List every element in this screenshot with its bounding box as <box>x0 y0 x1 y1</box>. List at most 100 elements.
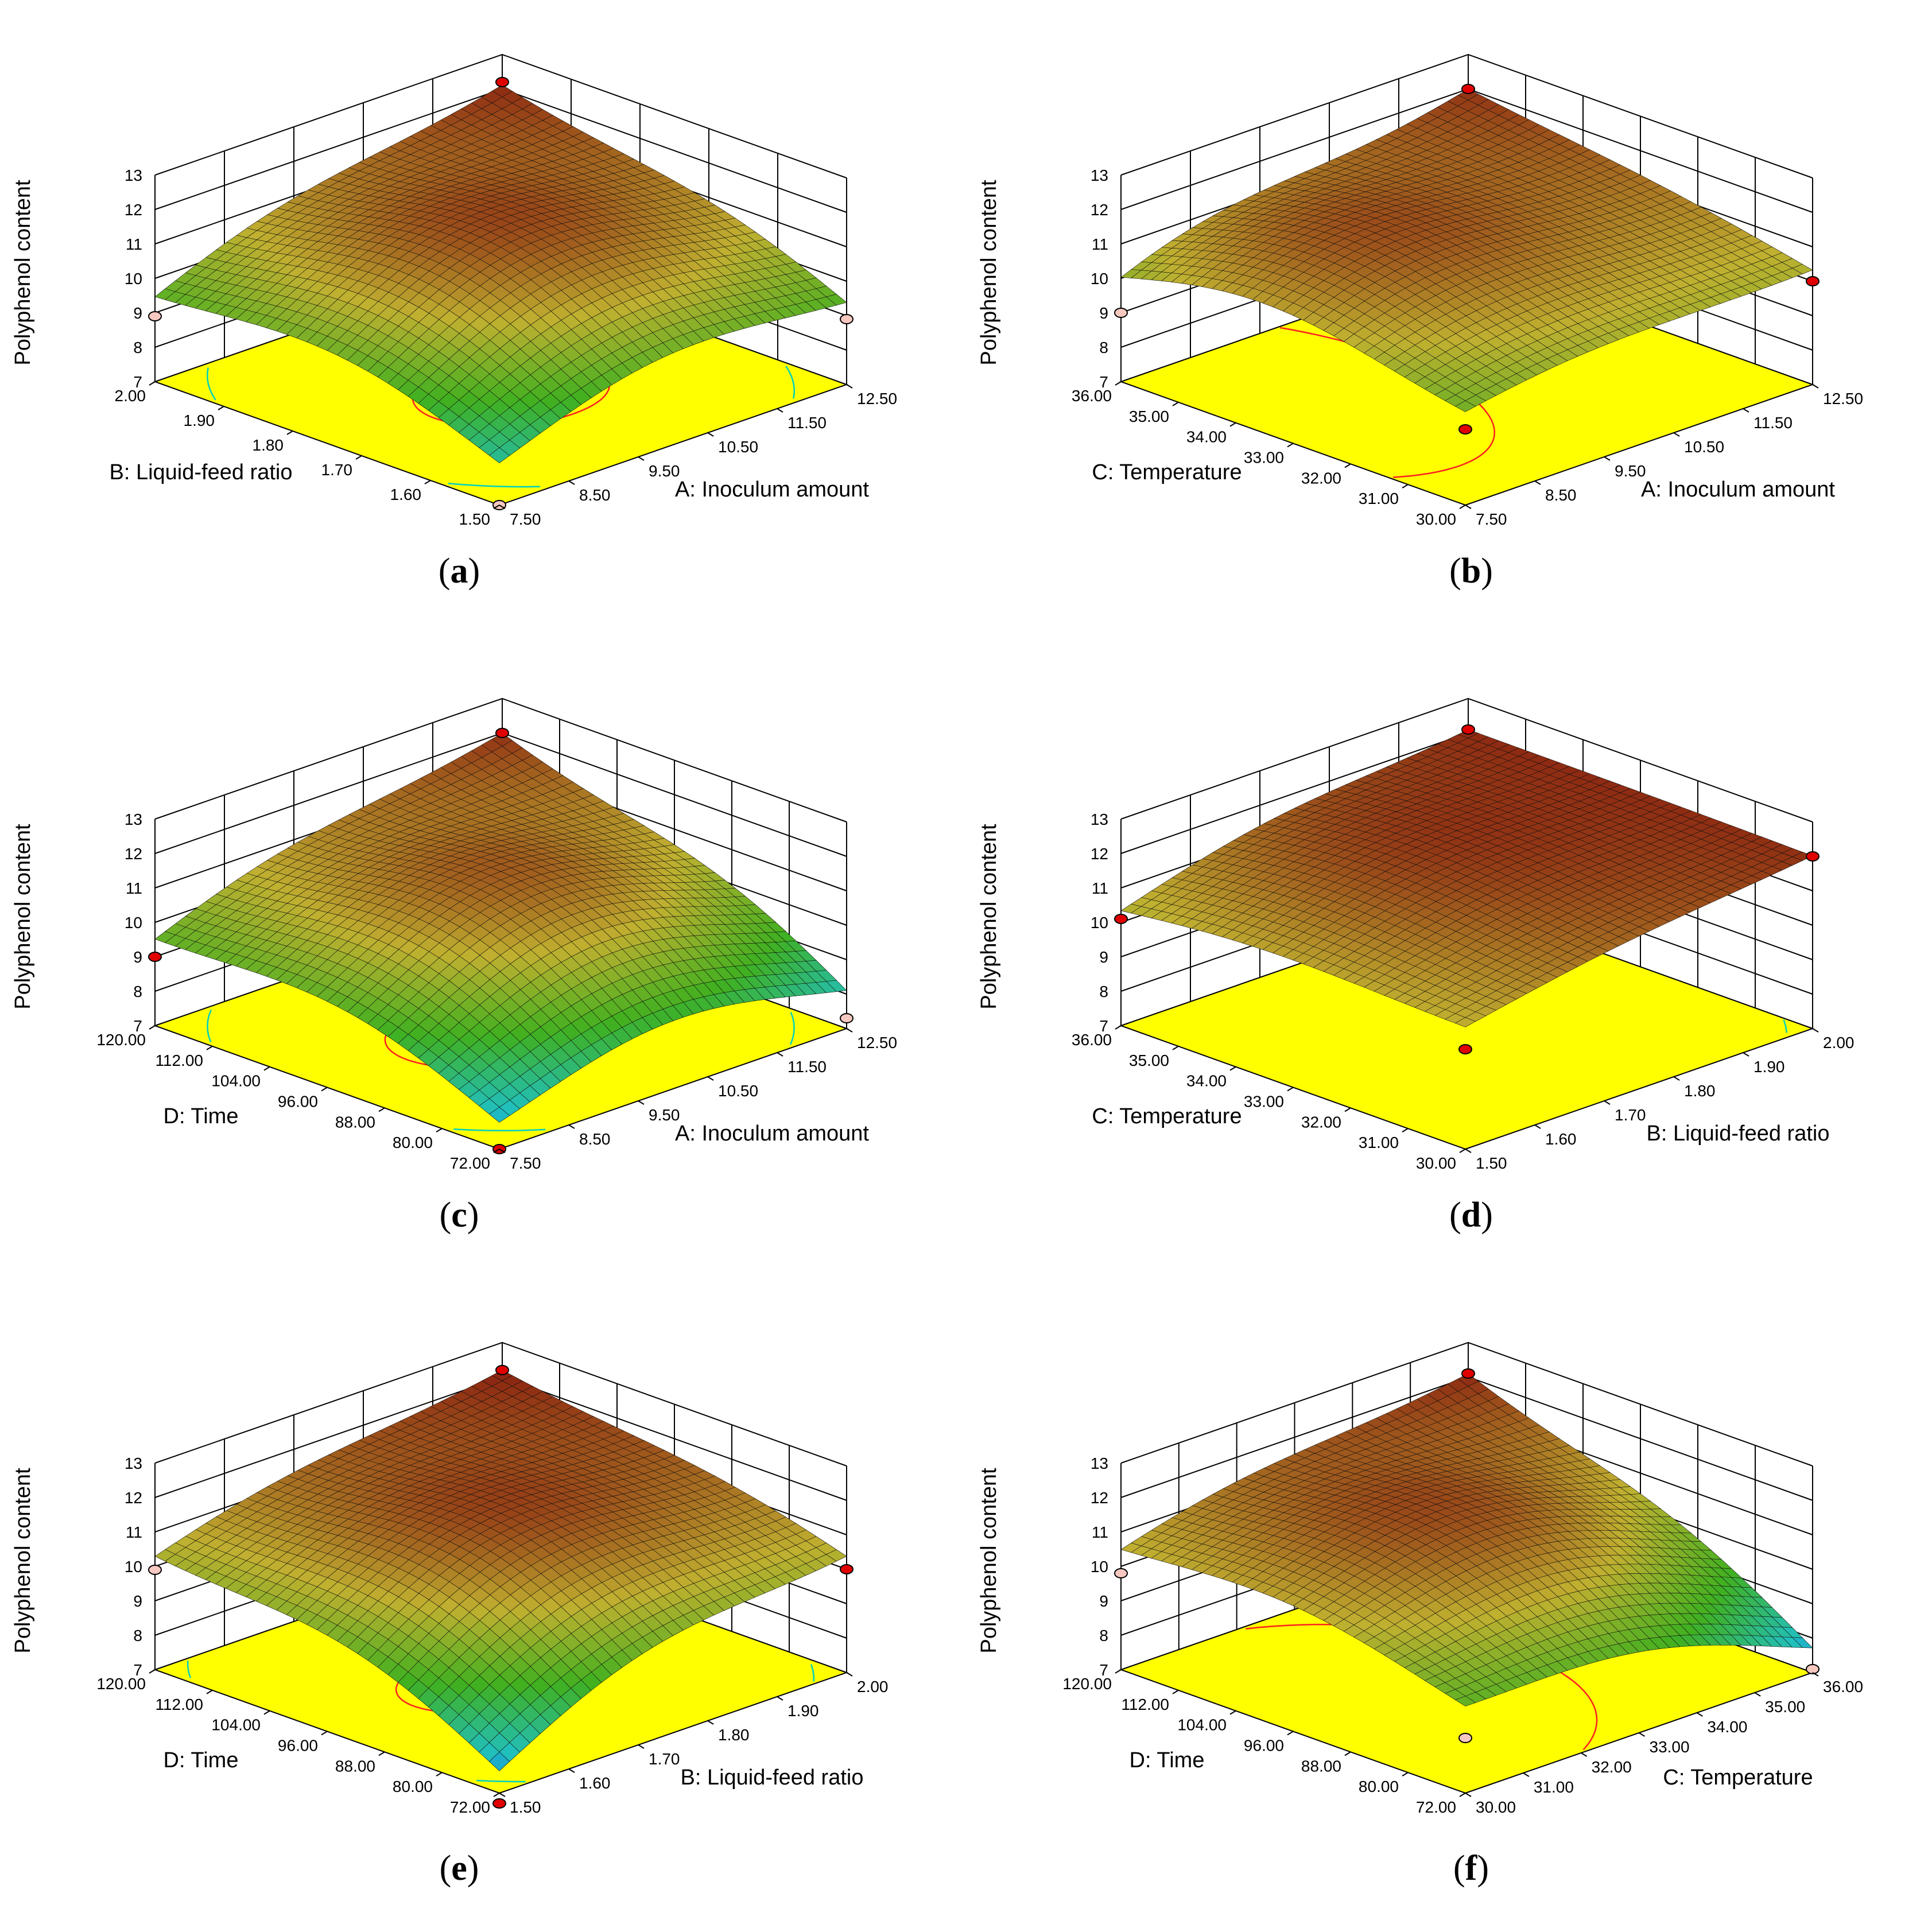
x-tick <box>499 1149 506 1153</box>
x-tick-label: 8.50 <box>1545 486 1577 504</box>
z-tick-label: 11 <box>126 879 142 897</box>
x-tick <box>707 432 714 437</box>
x-tick-label: 11.50 <box>787 414 827 432</box>
y-tick-label: 34.00 <box>1186 428 1227 446</box>
z-tick-label: 8 <box>133 339 142 356</box>
x-tick <box>1743 408 1749 413</box>
y-tick <box>424 480 431 484</box>
y-tick <box>1459 1149 1466 1153</box>
y-tick-label: 1.90 <box>184 412 215 429</box>
y-tick-label: 104.00 <box>211 1072 261 1090</box>
y-tick <box>1344 1107 1351 1112</box>
x-tick <box>568 480 575 485</box>
y-tick-label: 112.00 <box>155 1052 203 1069</box>
y-tick-label: 32.00 <box>1301 1113 1341 1131</box>
x-tick <box>1812 1028 1819 1033</box>
x-tick <box>1534 1124 1541 1129</box>
x-axis-title: A: Inoculum amount <box>675 478 869 502</box>
y-tick-label: 1.60 <box>390 486 422 503</box>
z-tick-label: 13 <box>125 166 142 184</box>
y-tick <box>1459 505 1466 509</box>
y-tick-label: 36.00 <box>1072 387 1112 405</box>
x-tick-label: 12.50 <box>857 390 897 408</box>
z-tick-label: 13 <box>125 810 142 828</box>
design-point <box>1114 308 1128 318</box>
y-tick <box>1229 1066 1236 1071</box>
z-tick-label: 13 <box>1091 166 1108 184</box>
y-tick <box>1287 1087 1294 1092</box>
design-point <box>148 952 162 962</box>
x-tick <box>499 505 506 509</box>
design-point <box>148 311 162 321</box>
z-tick-label: 10 <box>125 270 142 288</box>
response-surface <box>154 84 847 463</box>
x-axis-title: A: Inoculum amount <box>1641 478 1835 502</box>
contour-line-outer <box>1783 1019 1788 1033</box>
z-tick-label: 8 <box>1099 339 1108 356</box>
wall-z-gridline <box>1120 697 1813 823</box>
z-tick-label: 9 <box>133 948 142 966</box>
response-surface <box>154 732 847 1123</box>
z-tick-label: 9 <box>133 304 142 322</box>
y-tick-label: 31.00 <box>1359 1134 1399 1151</box>
y-tick-label: 80.00 <box>393 1134 433 1151</box>
x-tick-label: 8.50 <box>579 486 611 504</box>
x-tick-label: 7.50 <box>510 510 541 528</box>
y-tick <box>286 430 293 435</box>
z-tick-label: 9 <box>1099 304 1108 322</box>
x-tick-label: 9.50 <box>1615 462 1646 480</box>
x-tick-label: 8.50 <box>579 1130 611 1148</box>
y-tick <box>1172 1045 1179 1050</box>
y-tick <box>1402 484 1409 489</box>
x-tick-label: 12.50 <box>1823 390 1863 408</box>
design-point <box>1458 1044 1472 1054</box>
y-tick-label: 36.00 <box>1072 1031 1112 1049</box>
y-tick-label: 33.00 <box>1244 1093 1284 1111</box>
design-point <box>1458 424 1472 434</box>
x-tick <box>707 1076 714 1081</box>
x-tick-label: 12.50 <box>857 1034 897 1052</box>
y-tick <box>1344 463 1351 468</box>
x-tick-label: 7.50 <box>1476 510 1507 528</box>
response-surface <box>1120 88 1813 412</box>
y-tick <box>1172 401 1179 406</box>
x-axis-title: A: Inoculum amount <box>675 1122 869 1146</box>
y-tick-label: 34.00 <box>1186 1072 1227 1090</box>
panel-c: 7 8 9 10 11 12 13 Polyphenol content 7.50 8.50 9.5… <box>0 644 966 1288</box>
y-tick <box>1402 1128 1409 1133</box>
x-tick <box>568 1124 575 1129</box>
z-tick-label: 8 <box>133 983 142 1000</box>
z-tick-label: 13 <box>1091 810 1108 828</box>
response-surface <box>154 1370 847 1771</box>
z-tick-label: 11 <box>1092 235 1108 253</box>
z-tick-label: 10 <box>125 914 142 932</box>
x-tick-label: 9.50 <box>649 462 680 480</box>
x-tick <box>1812 384 1819 389</box>
x-tick <box>777 408 783 413</box>
y-tick-label: 35.00 <box>1129 1052 1169 1069</box>
z-tick-label: 7 <box>1099 373 1108 391</box>
x-tick <box>1465 505 1472 509</box>
y-tick <box>355 455 362 460</box>
y-tick <box>263 1066 270 1071</box>
x-tick <box>638 1100 645 1105</box>
y-tick <box>218 406 224 410</box>
z-axis-title: Polyphenol content <box>11 824 35 1010</box>
x-tick-label: 1.60 <box>1545 1130 1577 1148</box>
x-tick <box>1534 480 1541 485</box>
x-tick <box>1673 432 1680 437</box>
x-tick <box>1465 1149 1472 1153</box>
y-axis-title: C: Temperature <box>1092 1104 1242 1128</box>
x-tick-label: 1.80 <box>1684 1082 1716 1100</box>
y-tick <box>1115 381 1122 386</box>
x-tick-label: 1.70 <box>1615 1106 1646 1124</box>
surface-cell <box>488 1107 510 1123</box>
z-tick-label: 12 <box>1091 845 1108 863</box>
x-tick <box>777 1052 783 1057</box>
design-point <box>1461 724 1475 735</box>
y-tick-label: 1.70 <box>321 461 353 479</box>
y-tick-label: 72.00 <box>450 1154 490 1172</box>
panel-e: 7 8 9 10 11 12 13 Polyphenol content 1.50 1.60 1.7… <box>0 1288 966 1932</box>
wall-z-gridline <box>154 697 847 823</box>
